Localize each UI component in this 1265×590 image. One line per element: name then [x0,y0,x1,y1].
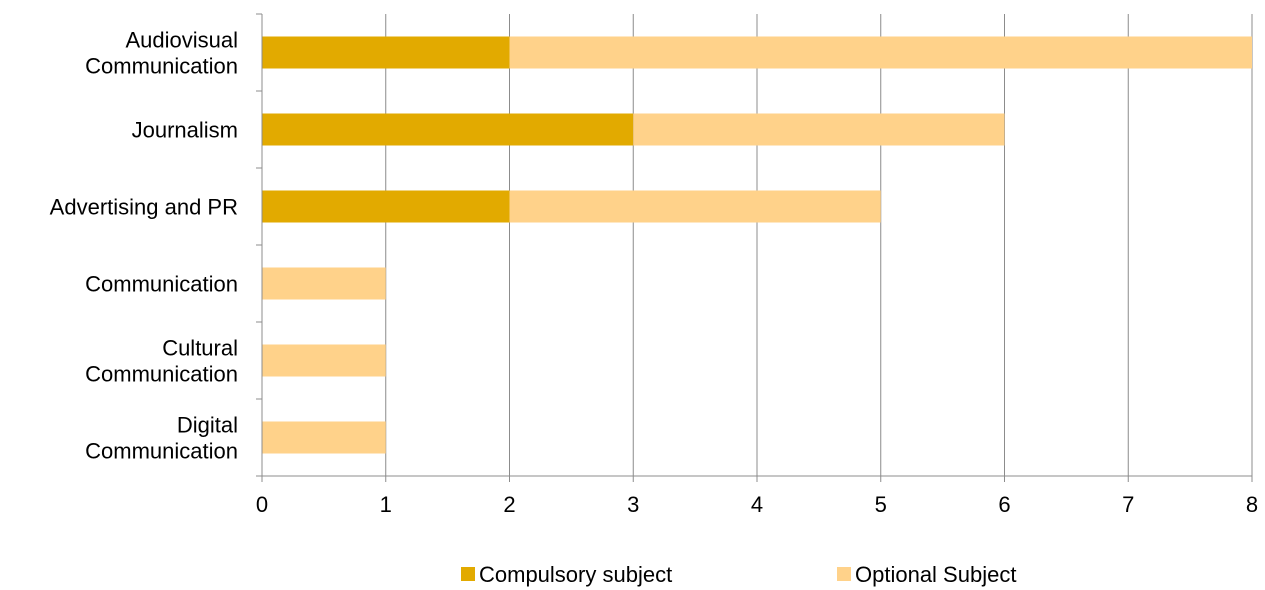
bar-optional [262,267,386,300]
legend-swatch-compulsory [461,567,475,581]
bar-compulsory [262,113,634,146]
bar-compulsory [262,190,510,223]
bar-optional [633,113,1005,146]
x-tick-label: 6 [998,492,1010,517]
x-tick-labels: 0 1 2 3 4 5 6 7 8 [256,492,1258,517]
x-tick-label: 2 [503,492,515,517]
x-tick-label: 3 [627,492,639,517]
bar-optional [262,344,386,377]
category-labels: Audiovisual Communication Journalism Advert… [50,28,238,464]
x-tick-label: 4 [751,492,763,517]
x-tick-label: 1 [380,492,392,517]
bar-optional [262,421,386,454]
category-label: Journalism [132,118,238,143]
legend-label-compulsory: Compulsory subject [479,562,672,587]
bars [262,36,1252,454]
bar-optional [509,36,1252,69]
legend-swatch-optional [837,567,851,581]
legend: Compulsory subject Optional Subject [461,562,1016,587]
x-tick-label: 0 [256,492,268,517]
x-tick-label: 7 [1122,492,1134,517]
category-label: Audiovisual Communication [85,28,238,79]
x-tick-label: 8 [1246,492,1258,517]
category-label: Advertising and PR [50,195,238,220]
grid-lines [385,14,1253,476]
axes [256,13,1253,482]
bar-compulsory [262,36,510,69]
category-label: Digital Communication [85,413,238,464]
x-tick-label: 5 [875,492,887,517]
legend-label-optional: Optional Subject [855,562,1016,587]
category-label: Cultural Communication [85,336,238,387]
category-label: Communication [85,272,238,297]
bar-optional [509,190,881,223]
